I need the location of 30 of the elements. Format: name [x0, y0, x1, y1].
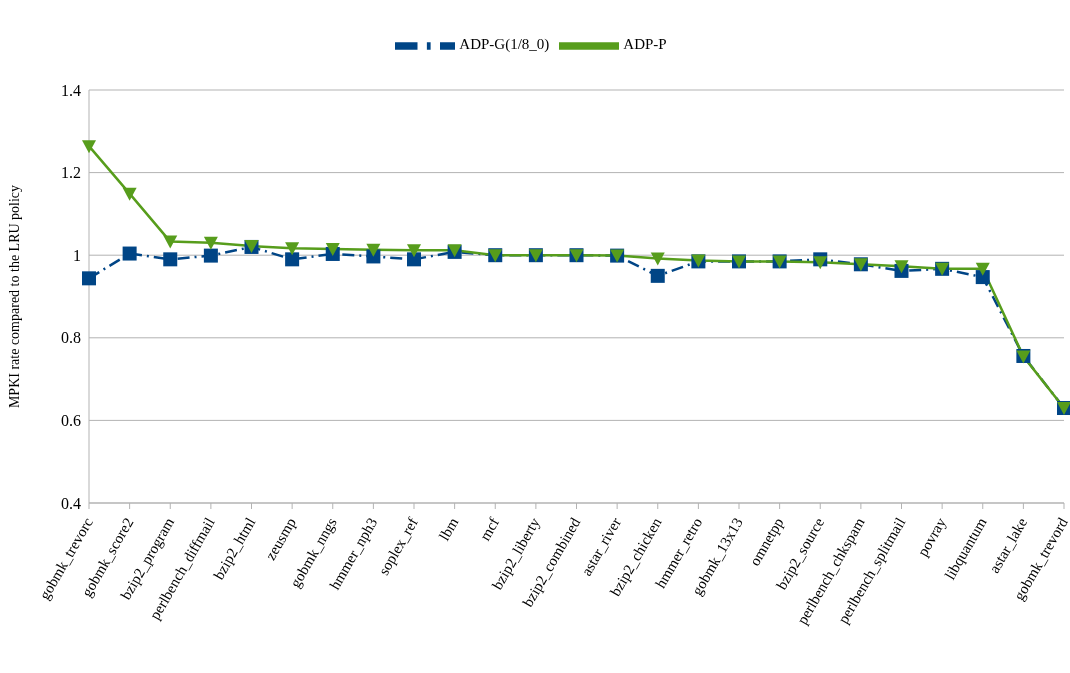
point	[366, 243, 381, 257]
point	[203, 248, 218, 263]
point	[122, 246, 137, 261]
y-axis-title: MPKI rate compared to the LRU policy	[6, 184, 22, 409]
point	[325, 243, 340, 257]
point	[650, 252, 665, 266]
y-tick-label: 1.4	[61, 81, 81, 99]
y-tick-label: 1	[73, 246, 81, 264]
point	[894, 260, 909, 274]
point	[407, 252, 421, 267]
point	[285, 242, 300, 256]
point	[163, 235, 178, 249]
point	[285, 252, 300, 267]
point	[975, 262, 990, 276]
y-tick-label: 0.4	[61, 494, 81, 512]
point	[407, 244, 421, 258]
y-tick-label: 0.6	[61, 412, 81, 430]
point	[122, 187, 137, 201]
y-tick-label: 0.8	[61, 329, 81, 347]
legend-label: ADP-G(1/8_0)	[459, 36, 550, 53]
point	[813, 256, 828, 270]
point	[82, 271, 96, 286]
point	[650, 268, 665, 283]
point	[975, 270, 990, 285]
x-tick-label: lbm	[436, 514, 462, 544]
legend-label: ADP-P	[623, 36, 667, 53]
y-tick-label: 1.2	[61, 164, 81, 182]
point	[82, 140, 96, 154]
point	[203, 236, 218, 250]
point	[163, 252, 178, 267]
